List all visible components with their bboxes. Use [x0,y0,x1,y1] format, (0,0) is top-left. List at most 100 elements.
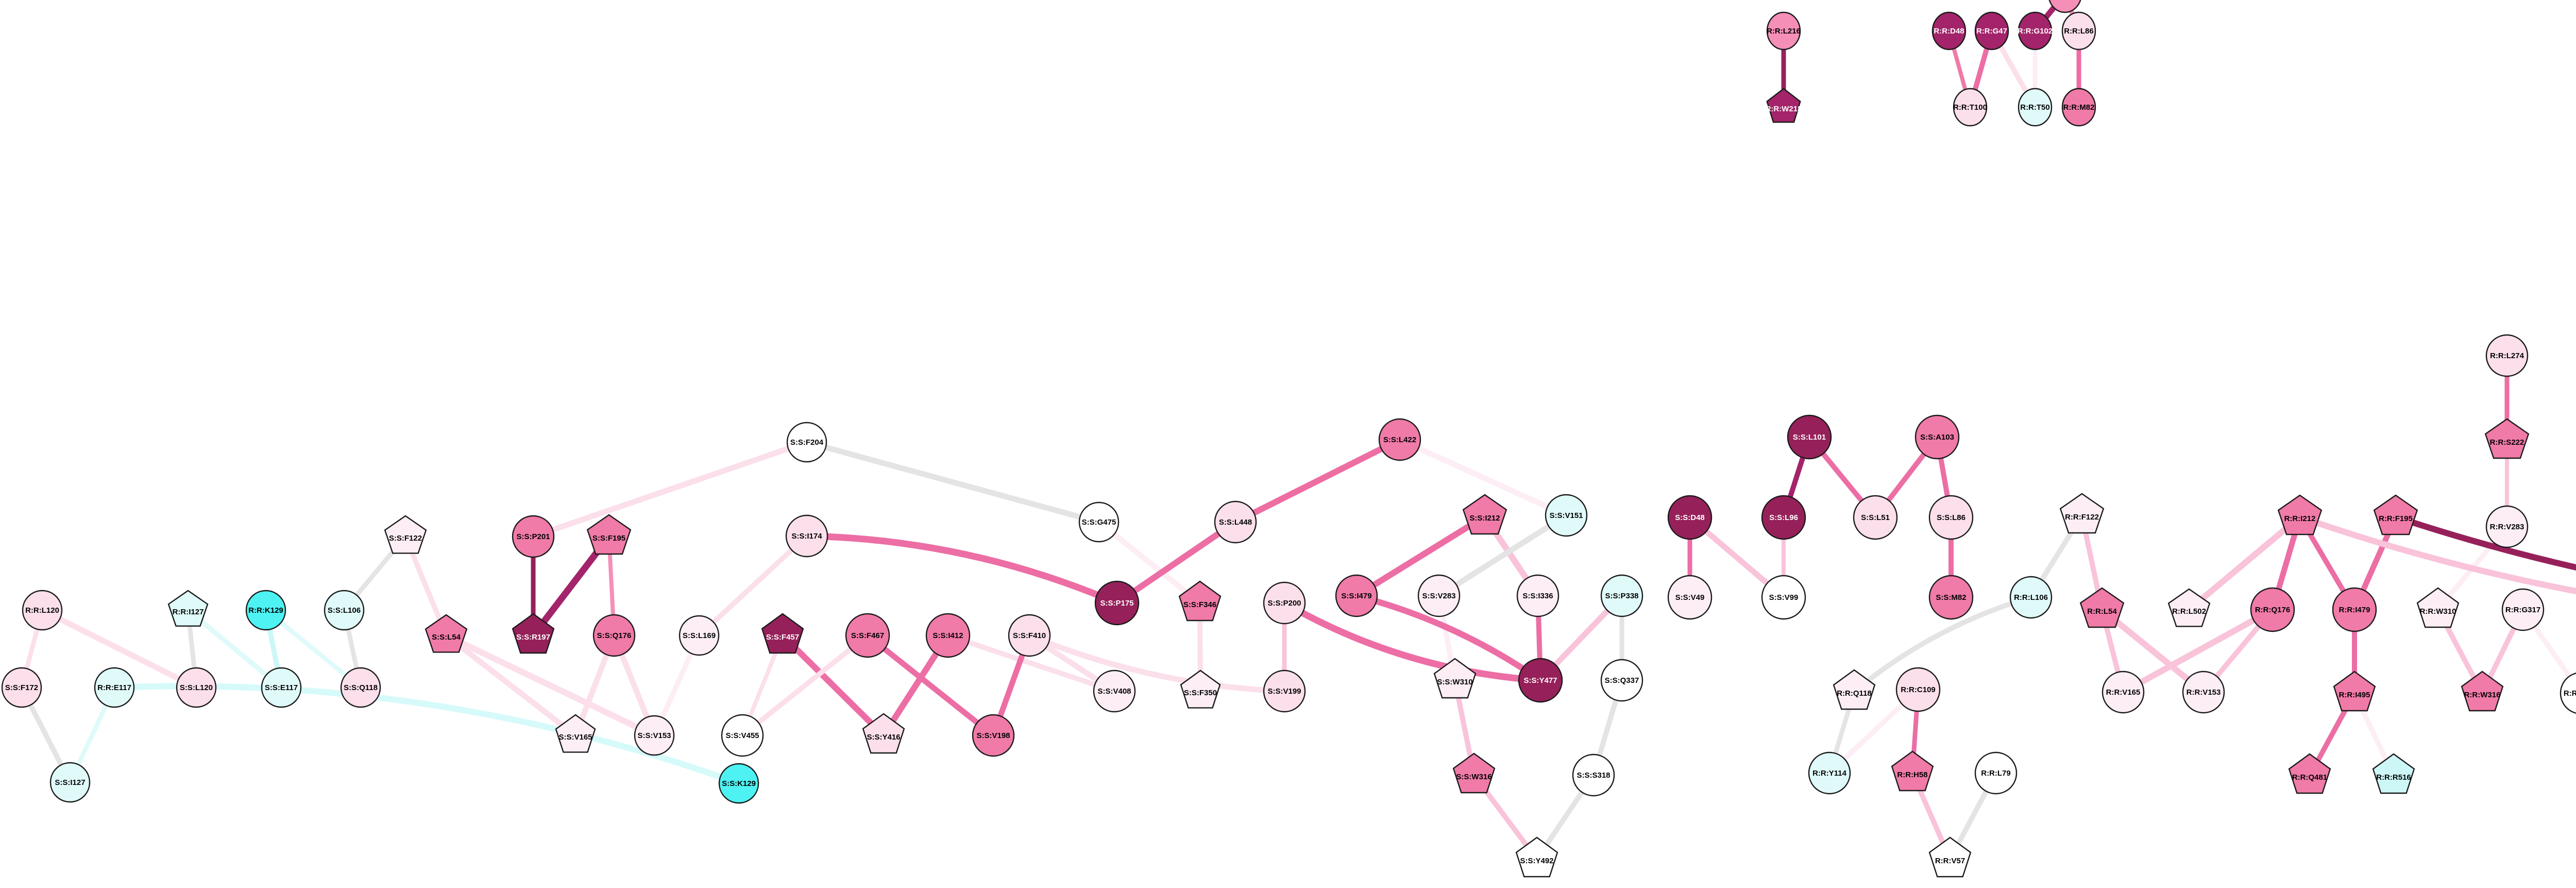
node-ellipse-shape[interactable] [1667,575,1713,620]
graph-edge[interactable] [1096,519,1203,606]
graph-node[interactable]: S:S:V99 [1761,575,1806,620]
graph-node[interactable]: S:S:F346 [1178,580,1222,622]
graph-node[interactable]: S:S:P175 [1094,580,1140,626]
node-ellipse-shape[interactable] [1572,753,1615,797]
graph-node[interactable]: R:R:I479 [2332,587,2377,632]
node-pentagon-shape[interactable] [2484,418,2530,459]
graph-node[interactable]: S:S:Y477 [1518,658,1563,703]
graph-edge[interactable] [865,632,996,739]
node-pentagon-shape[interactable] [1891,750,1934,792]
node-ellipse-shape[interactable] [1078,501,1120,543]
node-pentagon-shape[interactable] [425,614,468,653]
graph-node[interactable]: S:S:I412 [925,613,971,658]
graph-node[interactable]: S:S:F410 [1008,614,1051,657]
graph-edge[interactable] [530,439,810,540]
node-pentagon-shape[interactable] [167,590,209,627]
node-ellipse-shape[interactable] [1378,418,1421,461]
node-ellipse-shape[interactable] [1094,580,1140,626]
node-ellipse-shape[interactable] [1808,751,1851,795]
graph-node[interactable]: S:S:L54 [425,614,468,653]
graph-node[interactable]: S:S:F350 [1180,669,1221,709]
graph-node[interactable]: S:S:L169 [679,615,720,656]
graph-edge[interactable] [2099,607,2207,695]
graph-edge[interactable] [2186,514,2303,613]
graph-node[interactable]: R:R:E117 [94,667,135,708]
node-ellipse-shape[interactable] [512,515,555,558]
graph-node[interactable]: S:S:V49 [1667,575,1713,620]
graph-edge[interactable] [1114,519,1239,606]
node-pentagon-shape[interactable] [512,613,555,654]
node-ellipse-shape[interactable] [1518,658,1563,703]
node-pentagon-shape[interactable] [1452,752,1496,794]
node-ellipse-shape[interactable] [2485,505,2529,548]
node-ellipse-shape[interactable] [1931,11,1967,51]
node-pentagon-shape[interactable] [2079,587,2125,628]
graph-node[interactable]: S:S:P338 [1600,574,1643,617]
graph-node[interactable]: S:S:V199 [1263,669,1306,713]
node-ellipse-shape[interactable] [1417,574,1461,617]
node-ellipse-shape[interactable] [1787,414,1832,460]
graph-edge[interactable] [1436,512,1569,599]
graph-node[interactable]: R:R:I212 [2277,494,2323,535]
node-ellipse-shape[interactable] [786,422,827,463]
node-pentagon-shape[interactable] [2167,588,2211,627]
graph-node[interactable]: S:S:L448 [1214,500,1257,544]
graph-edge[interactable] [1353,593,1544,683]
node-ellipse-shape[interactable] [245,590,286,631]
graph-node[interactable]: R:R:Q481 [2288,753,2331,794]
graph-node[interactable]: S:S:F467 [845,613,890,658]
graph-node[interactable]: R:R:K129 [245,590,286,631]
node-pentagon-shape[interactable] [2373,494,2418,535]
graph-node[interactable]: R:R:D48 [1931,11,1967,51]
graph-node[interactable]: S:S:Q176 [592,614,636,657]
node-ellipse-shape[interactable] [176,667,217,708]
node-ellipse-shape[interactable] [1974,11,2009,51]
node-ellipse-shape[interactable] [1667,495,1713,540]
node-ellipse-shape[interactable] [2250,587,2295,632]
graph-node[interactable]: S:S:V455 [721,714,764,757]
graph-node[interactable]: R:R:Q176 [2250,587,2295,632]
graph-node[interactable]: S:S:I479 [1335,574,1378,617]
graph-node[interactable]: R:R:A103 [2047,0,2082,13]
graph-node[interactable]: S:S:L96 [1761,495,1806,540]
graph-node[interactable]: R:R:T100 [1953,88,1988,127]
graph-node[interactable]: S:S:K129 [718,763,759,804]
node-pentagon-shape[interactable] [1462,494,1507,535]
node-ellipse-shape[interactable] [22,590,63,631]
graph-node[interactable]: R:R:I495 [2333,671,2376,712]
graph-edge[interactable] [263,608,363,690]
node-ellipse-shape[interactable] [2560,673,2576,714]
node-ellipse-shape[interactable] [679,615,720,656]
node-pentagon-shape[interactable] [2333,671,2376,712]
graph-node[interactable]: R:R:G102 [2018,11,2053,51]
node-pentagon-shape[interactable] [555,714,596,753]
graph-node[interactable]: S:S:V408 [1093,669,1136,713]
graph-node[interactable]: S:S:F172 [1,667,42,708]
node-pentagon-shape[interactable] [2372,753,2415,794]
node-ellipse-shape[interactable] [1895,667,1941,712]
graph-node[interactable]: R:R:W316 [2461,671,2504,712]
graph-node[interactable]: S:S:L422 [1378,418,1421,461]
graph-node[interactable]: S:S:W316 [1452,752,1496,794]
node-ellipse-shape[interactable] [2182,671,2225,714]
node-ellipse-shape[interactable] [1761,575,1806,620]
node-ellipse-shape[interactable] [2018,11,2053,51]
graph-edge[interactable] [1353,513,1488,599]
graph-node[interactable]: R:R:F122 [2059,493,2105,534]
node-ellipse-shape[interactable] [1761,495,1806,540]
graph-edge[interactable] [803,532,1121,607]
graph-node[interactable]: R:R:L120 [22,590,63,631]
graph-edge[interactable] [1397,437,1569,518]
graph-edge[interactable] [2297,514,2576,610]
node-ellipse-shape[interactable] [1545,494,1588,537]
graph-node[interactable]: R:R:V57 [1928,836,1972,878]
graph-node[interactable]: S:S:V283 [1417,574,1461,617]
graph-node[interactable]: R:R:R516 [2372,753,2415,794]
graph-node[interactable]: R:R:Q118 [1833,669,1876,710]
node-ellipse-shape[interactable] [2332,587,2377,632]
graph-node[interactable]: R:R:L106 [2009,576,2053,619]
node-ellipse-shape[interactable] [1600,659,1643,702]
graph-node[interactable]: S:S:Q337 [1600,659,1643,702]
graph-node[interactable]: R:R:V283 [2485,505,2529,548]
